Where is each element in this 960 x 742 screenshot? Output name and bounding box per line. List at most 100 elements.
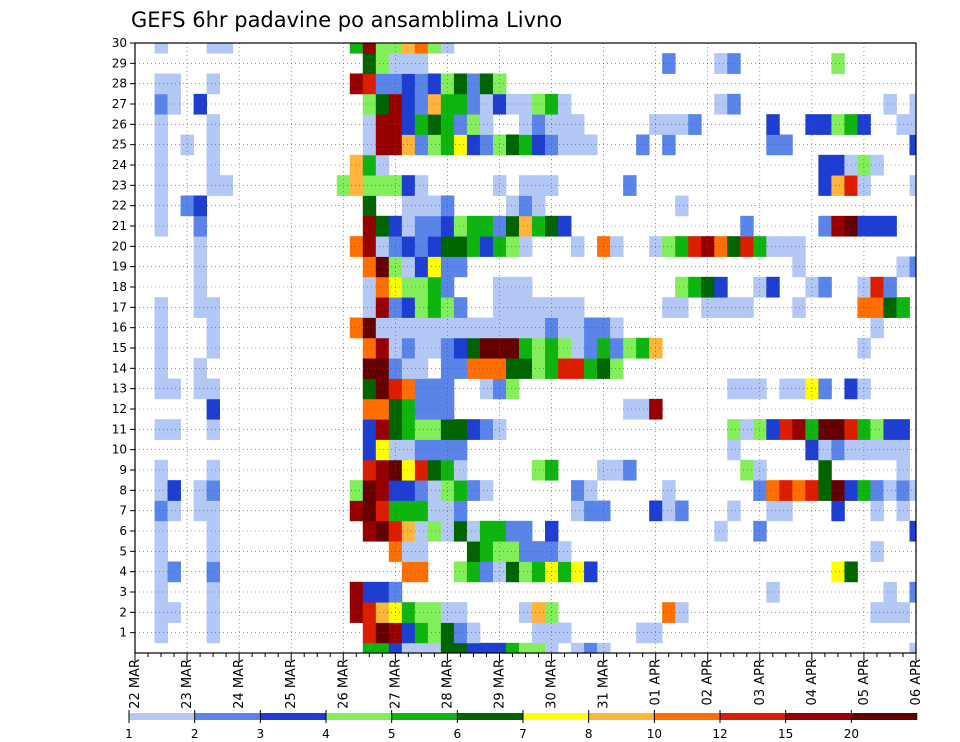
- heatmap-cell: [779, 134, 793, 156]
- heatmap-cell: [909, 581, 917, 603]
- heatmap-cell: [362, 195, 377, 217]
- heatmap-cell: [453, 73, 468, 95]
- heatmap-cell: [427, 256, 442, 278]
- heatmap-cell: [362, 73, 377, 95]
- heatmap-cell: [532, 541, 546, 562]
- heatmap-cell: [206, 378, 221, 400]
- heatmap-cell: [401, 500, 416, 522]
- heatmap-cell: [427, 93, 442, 115]
- y-tick-label: 11: [112, 422, 127, 436]
- heatmap-cell: [154, 500, 168, 522]
- heatmap-cell: [154, 297, 168, 318]
- heatmap-cell: [427, 134, 442, 156]
- heatmap-cell: [558, 622, 572, 644]
- heatmap-cell: [362, 480, 377, 501]
- heatmap-cell: [505, 642, 520, 654]
- heatmap-cell: [818, 459, 832, 481]
- heatmap-cell: [505, 561, 520, 583]
- heatmap-cell: [662, 602, 676, 623]
- heatmap-cell: [362, 53, 377, 74]
- heatmap-cell: [766, 114, 780, 135]
- heatmap-cell: [466, 114, 481, 135]
- heatmap-cell: [518, 337, 533, 359]
- heatmap-cell: [518, 317, 533, 339]
- colorbar-swatch: [588, 713, 655, 720]
- heatmap-cell: [154, 561, 168, 583]
- heatmap-cell: [453, 236, 468, 257]
- heatmap-cell: [154, 541, 168, 562]
- heatmap-cell: [831, 419, 845, 440]
- heatmap-cell: [193, 236, 207, 257]
- colorbar-swatch: [523, 713, 589, 720]
- heatmap-cell: [375, 53, 390, 74]
- heatmap-cell: [518, 358, 533, 379]
- heatmap-cell: [206, 154, 221, 176]
- heatmap-cell: [375, 114, 390, 135]
- heatmap-cell: [532, 134, 546, 156]
- heatmap-cell: [532, 114, 546, 135]
- heatmap-cell: [831, 561, 845, 583]
- heatmap-cell: [206, 43, 221, 54]
- heatmap-cell: [453, 500, 468, 522]
- heatmap-cell: [154, 520, 168, 542]
- heatmap-cell: [505, 134, 520, 156]
- heatmap-cell: [779, 500, 793, 522]
- y-tick-label: 26: [112, 117, 127, 131]
- heatmap-cell: [766, 419, 780, 440]
- heatmap-cell: [375, 419, 390, 440]
- heatmap-cell: [818, 276, 832, 298]
- heatmap-cell: [167, 93, 181, 115]
- heatmap-cell: [414, 439, 429, 461]
- heatmap-cell: [414, 236, 429, 257]
- heatmap-cell: [375, 602, 390, 623]
- heatmap-cell: [206, 480, 221, 501]
- heatmap-cell: [505, 215, 520, 237]
- heatmap-cell: [414, 459, 429, 481]
- y-tick-label: 16: [112, 321, 127, 335]
- heatmap-cell: [206, 398, 221, 420]
- heatmap-cell: [401, 398, 416, 420]
- heatmap-cell: [375, 297, 390, 318]
- heatmap-cell: [453, 520, 468, 542]
- heatmap-cell: [857, 378, 871, 400]
- heatmap-cell: [375, 500, 390, 522]
- colorbar-tick-label: 6: [454, 727, 462, 741]
- heatmap-cell: [870, 215, 884, 237]
- heatmap-cell: [193, 276, 207, 298]
- heatmap-cell: [427, 215, 442, 237]
- y-tick-label: 1: [119, 626, 127, 640]
- heatmap-cell: [414, 73, 429, 95]
- heatmap-cell: [466, 358, 481, 379]
- heatmap-cell: [584, 358, 598, 379]
- heatmap-cell: [206, 459, 221, 481]
- heatmap-cell: [831, 480, 845, 501]
- heatmap-cell: [505, 541, 520, 562]
- heatmap-cell: [375, 520, 390, 542]
- heatmap-cell: [466, 73, 481, 95]
- heatmap-cell: [362, 500, 377, 522]
- heatmap-cell: [857, 114, 871, 135]
- x-tick-label: 30 MAR: [545, 659, 560, 709]
- colorbar-tick-label: 15: [778, 727, 793, 741]
- heatmap-cell: [167, 500, 181, 522]
- heatmap-cell: [610, 459, 624, 481]
- heatmap-cell: [388, 43, 403, 54]
- heatmap-cell: [427, 480, 442, 501]
- heatmap-cell: [167, 561, 181, 583]
- y-tick-label: 18: [112, 280, 127, 294]
- heatmap-cell: [479, 215, 494, 237]
- heatmap-cell: [518, 297, 533, 318]
- heatmap-cell: [805, 378, 819, 400]
- heatmap-cell: [831, 114, 845, 135]
- heatmap-cell: [427, 114, 442, 135]
- heatmap-cell: [414, 378, 429, 400]
- heatmap-cell: [375, 480, 390, 501]
- colorbar-tick-label: 4: [322, 727, 330, 741]
- heatmap-cell: [818, 154, 832, 176]
- heatmap-cell: [727, 93, 741, 115]
- y-tick-label: 29: [112, 56, 127, 70]
- heatmap-cell: [154, 195, 168, 217]
- heatmap-cell: [532, 602, 546, 623]
- heatmap-cell: [401, 215, 416, 237]
- heatmap-cell: [831, 53, 845, 74]
